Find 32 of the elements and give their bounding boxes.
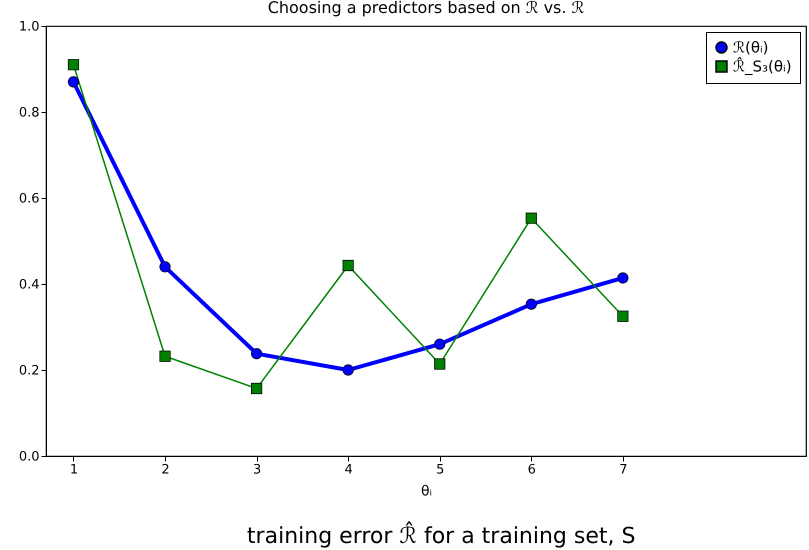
x-tick-label: 4 xyxy=(344,462,353,478)
x-tick-label: 7 xyxy=(619,462,628,478)
legend-label: ℛ(θᵢ) xyxy=(733,38,769,56)
x-tick-label: 1 xyxy=(70,462,78,478)
point xyxy=(68,76,80,88)
x-tick-label: 2 xyxy=(161,462,170,478)
point xyxy=(251,348,262,360)
x-tick-label: 6 xyxy=(528,462,536,478)
y-tick-label: 0.0 xyxy=(18,450,40,464)
y-tick-label: 0.4 xyxy=(18,278,40,292)
x-axis-title: θᵢ xyxy=(420,484,432,500)
point xyxy=(251,382,262,394)
y-tick-label: 0.2 xyxy=(18,364,40,378)
point xyxy=(68,59,80,70)
point xyxy=(617,310,628,322)
point xyxy=(617,272,628,284)
point xyxy=(434,358,446,370)
legend-label: ℛ̂_S₃(θᵢ) xyxy=(733,56,792,76)
point xyxy=(526,298,537,310)
text: training error ℛ̂ for a training set, S xyxy=(246,520,636,549)
point xyxy=(342,260,354,272)
chart-title: Choosing a predictors based on ℛ̂ vs. ℛ xyxy=(268,0,585,17)
y-tick-label: 0.8 xyxy=(18,106,40,120)
point xyxy=(159,350,171,362)
point xyxy=(159,261,171,272)
point xyxy=(526,212,537,224)
y-tick-label: 0.6 xyxy=(18,192,40,206)
x-tick-label: 3 xyxy=(252,462,262,478)
point xyxy=(342,364,354,376)
x-tick-label: 5 xyxy=(436,462,444,478)
y-tick-label: 1.0 xyxy=(18,20,40,34)
point xyxy=(434,338,446,350)
